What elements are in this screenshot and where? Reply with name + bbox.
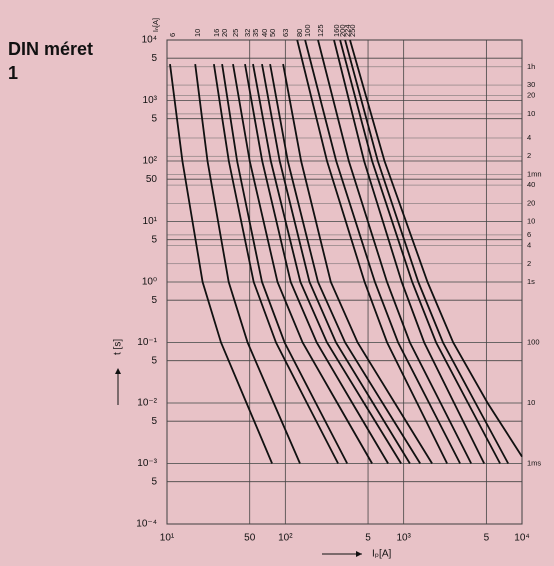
y-tick-label: 10⁻¹ (137, 337, 157, 348)
x-arrow-head (356, 551, 362, 557)
y2-tick-label: 20 (527, 198, 535, 207)
y-tick-label: 10³ (143, 95, 158, 106)
series-label: 25 (231, 29, 240, 37)
y2-tick-label: 20 (527, 91, 535, 100)
y2-tick-label: 1h (527, 62, 535, 71)
fuse-curve (252, 63, 402, 464)
y-tick-label: 5 (151, 416, 157, 427)
y-tick-label: 5 (151, 295, 157, 306)
fuse-curve (169, 63, 273, 464)
fuse-curve (261, 63, 411, 464)
y2-tick-label: 30 (527, 80, 535, 89)
y-tick-label: 5 (151, 234, 157, 245)
y-tick-label: 10⁻³ (137, 458, 157, 469)
y-tick-label: 50 (146, 174, 158, 185)
fuse-curve (232, 63, 373, 464)
fuse-curve (339, 39, 501, 464)
y2-tick-label: 4 (527, 133, 531, 142)
y2-tick-label: 4 (527, 241, 531, 250)
y2-tick-label: 100 (527, 337, 540, 346)
y2-tick-label: 6 (527, 230, 531, 239)
series-label: 100 (303, 24, 312, 37)
fuse-curve (349, 39, 523, 458)
y-tick-label: 10⁻⁴ (136, 519, 157, 530)
fuse-curve (333, 39, 486, 464)
series-label: 32 (243, 29, 252, 37)
fuse-curve (194, 63, 301, 464)
y2-tick-label: 10 (527, 109, 535, 118)
y2-tick-label: 40 (527, 180, 535, 189)
x-tick-label: 5 (365, 533, 371, 544)
series-label: 125 (316, 24, 325, 37)
x-axis-label: Iₚ[A] (372, 549, 392, 560)
series-label: 10 (193, 29, 202, 37)
series-label: 63 (281, 29, 290, 37)
y-tick-label: 10¹ (143, 216, 158, 227)
series-label: 40 (260, 29, 269, 37)
series-label: 50 (268, 29, 277, 37)
y-tick-label: 10⁰ (142, 277, 157, 288)
x-tick-label: 50 (244, 533, 256, 544)
series-label: 35 (251, 29, 260, 37)
fuse-curve (213, 63, 339, 464)
y-tick-label: 5 (151, 476, 157, 487)
series-label: 250 (348, 24, 357, 37)
x-tick-label: 10² (278, 533, 293, 544)
x-tick-label: 5 (484, 533, 490, 544)
series-label: 224 (343, 24, 352, 37)
y2-tick-label: 2 (527, 151, 531, 160)
y-tick-label: 5 (151, 113, 157, 124)
fuse-curve (304, 39, 461, 464)
series-label: 16 (212, 29, 221, 37)
fuse-curve (244, 63, 389, 464)
chart-title: DIN méret (8, 39, 93, 59)
fuse-curve (269, 63, 421, 464)
y2-tick-label: 10 (527, 398, 535, 407)
series-label: 200 (338, 24, 347, 37)
y2-tick-label: 1ms (527, 458, 541, 467)
y-tick-label: 10⁻² (137, 398, 157, 409)
y-tick-label: 5 (151, 355, 157, 366)
y2-tick-label: 1mn (527, 169, 542, 178)
series-label: 6 (168, 33, 177, 37)
y2-tick-label: 2 (527, 259, 531, 268)
fuse-curve (282, 63, 433, 464)
y2-tick-label: 10 (527, 216, 535, 225)
y-axis-label: t [s] (113, 339, 124, 355)
fuse-curve (317, 39, 473, 464)
x-tick-label: 10⁴ (514, 533, 529, 544)
series-label: 160 (332, 24, 341, 37)
x-tick-label: 10¹ (160, 533, 175, 544)
series-label: 20 (220, 29, 229, 37)
chart-subtitle: 1 (8, 63, 18, 83)
fuse-curve (344, 39, 509, 464)
y-tick-label: 5 (151, 53, 157, 64)
y2-tick-label: 1s (527, 277, 535, 286)
y-tick-label: 10⁴ (142, 35, 157, 46)
top-axis-label: Iₙ[A] (151, 18, 160, 32)
x-tick-label: 10³ (396, 533, 411, 544)
y-arrow-head (115, 368, 121, 374)
fuse-curve (296, 39, 448, 464)
series-label: 80 (295, 29, 304, 37)
y-tick-label: 10² (143, 156, 158, 167)
fuse-curve (221, 63, 348, 464)
